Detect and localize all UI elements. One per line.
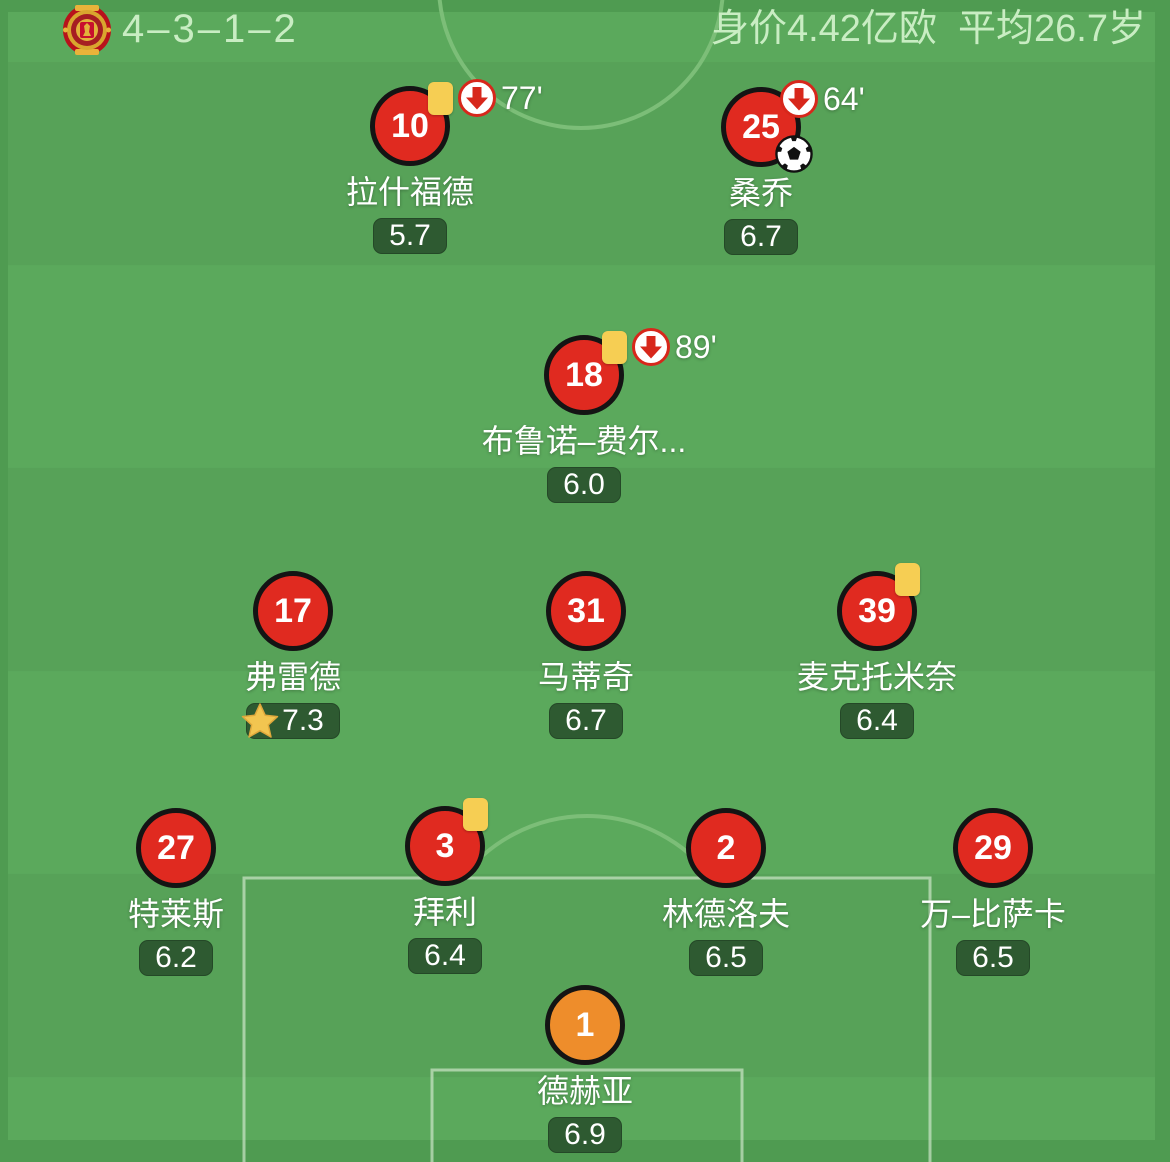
player-card-31[interactable]: 31 马蒂奇 6.7 xyxy=(476,571,696,739)
player-rating-badge: 6.5 xyxy=(956,940,1030,976)
player-card-3[interactable]: 3 拜利 6.4 xyxy=(335,798,555,974)
yellow-card-icon xyxy=(463,798,488,831)
player-number: 29 xyxy=(974,828,1012,867)
player-name: 桑乔 xyxy=(728,175,793,211)
player-card-29[interactable]: 29 万–比萨卡 6.5 xyxy=(883,808,1103,976)
player-number: 10 xyxy=(391,106,429,145)
star-icon xyxy=(241,703,279,738)
player-rating-badge: 6.9 xyxy=(548,1117,622,1153)
player-rating-badge: 6.5 xyxy=(689,940,763,976)
player-event-badges xyxy=(895,563,920,596)
player-number-circle[interactable]: 1 xyxy=(545,985,625,1065)
penalty-arc-line xyxy=(460,813,714,880)
player-card-17[interactable]: 17 弗雷德 7.3 xyxy=(183,571,403,739)
player-name: 林德洛夫 xyxy=(661,896,790,932)
player-name: 布鲁诺–费尔... xyxy=(481,423,687,459)
player-event-badges: 89' xyxy=(602,327,717,367)
player-card-27[interactable]: 27 特莱斯 6.2 xyxy=(66,808,286,976)
substituted-off-arrow-icon xyxy=(632,328,670,366)
soccer-ball-icon xyxy=(775,135,813,173)
player-rating-value: 6.7 xyxy=(565,704,607,737)
player-name: 特莱斯 xyxy=(127,896,224,932)
player-name: 马蒂奇 xyxy=(537,659,634,695)
goal-area-line xyxy=(430,1068,744,1162)
player-number: 25 xyxy=(742,107,780,146)
player-rating-value: 6.4 xyxy=(856,704,898,737)
player-number-circle[interactable]: 2 xyxy=(686,808,766,888)
player-event-badges xyxy=(463,798,488,831)
player-rating-badge: 6.0 xyxy=(547,467,621,503)
yellow-card-icon xyxy=(602,330,627,364)
pitch-margin-top xyxy=(0,0,1170,12)
player-rating-value: 6.5 xyxy=(972,941,1014,974)
player-name: 弗雷德 xyxy=(244,659,341,695)
pitch-margin-left xyxy=(0,0,8,1162)
player-number-circle[interactable]: 17 xyxy=(253,571,333,651)
player-name: 拉什福德 xyxy=(345,174,474,210)
player-rating-badge: 7.3 xyxy=(241,703,340,739)
player-card-18[interactable]: 89' 18 布鲁诺–费尔... 6.0 xyxy=(474,328,717,503)
player-rating-badge: 5.7 xyxy=(373,218,447,254)
player-number-circle[interactable]: 10 xyxy=(370,86,450,166)
lineup-header: 4–3–1–2 身价4.42亿欧 平均26.7岁 xyxy=(0,0,1170,62)
player-number: 2 xyxy=(716,828,736,867)
player-rating-value: 7.3 xyxy=(282,704,324,737)
player-rating-value: 6.0 xyxy=(563,468,605,501)
player-name: 万–比萨卡 xyxy=(920,896,1066,932)
player-rating-value: 6.9 xyxy=(564,1118,606,1151)
substituted-off-arrow-icon xyxy=(458,79,496,117)
player-card-1[interactable]: 1 德赫亚 6.9 xyxy=(475,985,695,1153)
substituted-off-arrow-icon xyxy=(780,80,818,118)
player-number: 1 xyxy=(575,1005,595,1044)
formation-label: 4–3–1–2 xyxy=(122,7,299,51)
player-rating-value: 6.4 xyxy=(424,939,466,972)
yellow-card-icon xyxy=(428,81,453,115)
yellow-card-icon xyxy=(895,563,920,596)
player-number-circle[interactable]: 27 xyxy=(136,808,216,888)
player-rating-badge: 6.4 xyxy=(408,938,482,974)
player-number-circle[interactable]: 29 xyxy=(953,808,1033,888)
team-crest-icon xyxy=(63,5,111,55)
sub-off-minute: 64' xyxy=(823,81,865,117)
player-event-badges: 77' xyxy=(428,78,543,118)
player-rating-badge: 6.7 xyxy=(549,703,623,739)
center-circle-line xyxy=(437,0,725,130)
player-number: 18 xyxy=(565,355,603,394)
player-rating-value: 6.5 xyxy=(705,941,747,974)
player-number: 27 xyxy=(157,828,195,867)
player-event-badges: 64' xyxy=(779,79,865,119)
player-card-10[interactable]: 77' 10 拉什福德 5.7 xyxy=(300,79,543,254)
player-rating-badge: 6.4 xyxy=(840,703,914,739)
player-number-circle[interactable]: 31 xyxy=(546,571,626,651)
penalty-box-line xyxy=(242,876,932,1162)
sub-off-minute: 89' xyxy=(675,329,717,365)
sub-off-minute: 77' xyxy=(501,80,543,116)
player-card-25[interactable]: 64' 25 桑乔 6.7 xyxy=(651,80,871,255)
player-card-2[interactable]: 2 林德洛夫 6.5 xyxy=(616,808,836,976)
player-number: 39 xyxy=(858,591,896,630)
squad-stats-label: 身价4.42亿欧 平均26.7岁 xyxy=(710,8,1146,50)
pitch-margin-right xyxy=(1155,0,1170,1162)
player-rating-value: 5.7 xyxy=(389,219,431,252)
player-rating-badge: 6.2 xyxy=(139,940,213,976)
player-name: 德赫亚 xyxy=(536,1073,633,1109)
player-rating-badge: 6.7 xyxy=(724,219,798,255)
player-name: 麦克托米奈 xyxy=(796,659,957,695)
player-name: 拜利 xyxy=(412,894,477,930)
player-rating-value: 6.2 xyxy=(155,941,197,974)
player-number: 3 xyxy=(435,826,455,865)
player-rating-value: 6.7 xyxy=(740,220,782,253)
player-card-39[interactable]: 39 麦克托米奈 6.4 xyxy=(767,563,987,739)
player-number: 17 xyxy=(274,591,312,630)
player-number: 31 xyxy=(567,591,605,630)
